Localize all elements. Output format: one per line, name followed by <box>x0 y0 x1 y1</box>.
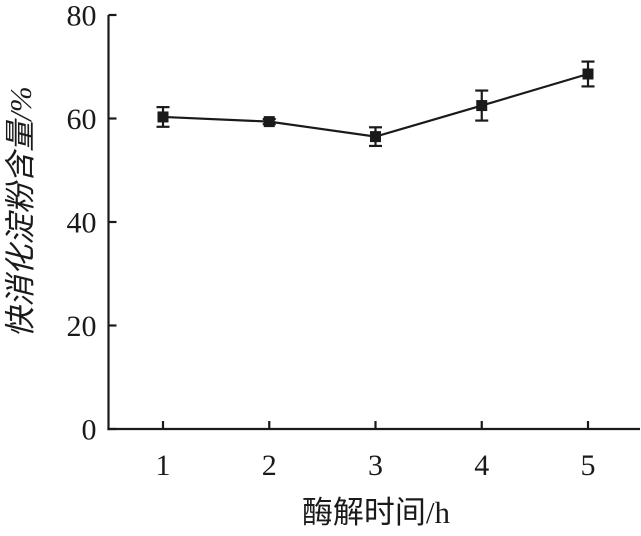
x-tick-label: 4 <box>474 449 489 482</box>
x-tick-label: 1 <box>156 449 171 482</box>
y-tick-label: 0 <box>82 414 97 447</box>
data-point-marker <box>263 116 275 128</box>
data-point-marker <box>476 100 488 112</box>
x-tick-label: 5 <box>581 449 596 482</box>
data-point-marker <box>157 111 169 123</box>
y-tick-label: 20 <box>67 310 97 343</box>
data-point-marker <box>370 131 381 143</box>
data-point-marker <box>582 68 594 80</box>
plot-area: 0 20 40 60 80 1 2 3 4 5 <box>67 0 640 482</box>
y-tick-label: 80 <box>67 0 97 33</box>
y-axis-title: 快消化淀粉含量/% <box>3 86 38 337</box>
x-axis-title: 酶解时间/h <box>302 495 451 530</box>
y-tick-label: 40 <box>67 207 97 240</box>
y-tick-label: 60 <box>67 103 97 136</box>
x-tick-label: 2 <box>262 449 277 482</box>
x-tick-label: 3 <box>368 449 383 482</box>
